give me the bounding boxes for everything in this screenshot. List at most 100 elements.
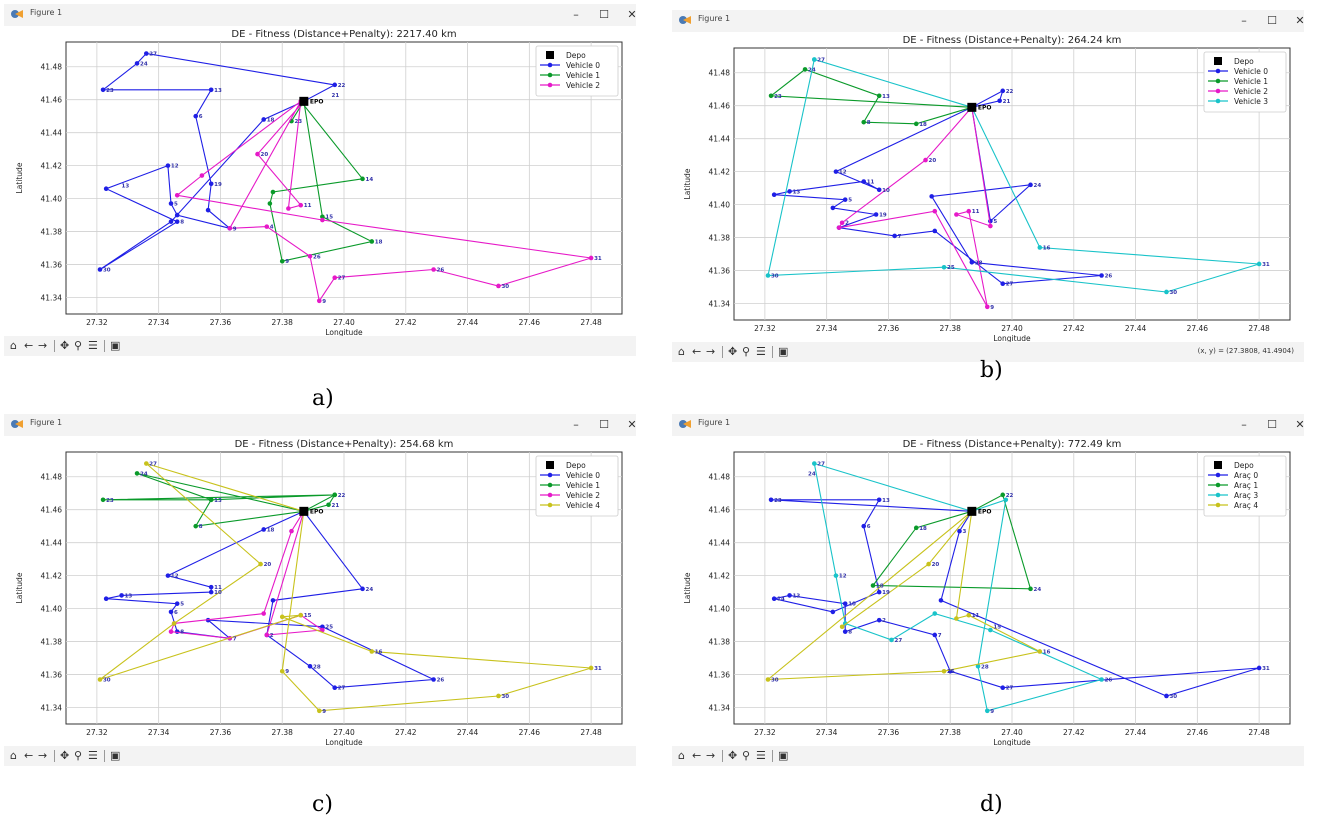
window-titlebar: Figure 1 – ☐ ✕: [4, 4, 637, 27]
minimize-button[interactable]: –: [573, 418, 579, 431]
data-point: [839, 624, 845, 630]
y-tick-label: 41.34: [709, 704, 731, 713]
data-point: [861, 523, 867, 529]
x-tick-label: 27.36: [210, 318, 232, 327]
x-tick-label: 27.40: [1001, 324, 1023, 333]
forward-icon[interactable]: →: [706, 345, 716, 358]
chart[interactable]: DE - Fitness (Distance+Penalty): 254.68 …: [4, 436, 636, 747]
point-label: 2: [882, 618, 886, 624]
point-label: 20: [264, 562, 272, 568]
pan-icon[interactable]: ✥: [728, 345, 738, 358]
y-tick-label: 41.38: [709, 234, 731, 243]
data-point: [1000, 685, 1006, 691]
data-point: [264, 632, 270, 638]
plot-area[interactable]: DE - Fitness (Distance+Penalty): 264.24 …: [672, 32, 1304, 343]
point-label: 8: [848, 630, 852, 636]
minimize-button[interactable]: –: [1241, 14, 1247, 27]
point-label: 6: [199, 114, 203, 120]
minimize-button[interactable]: –: [573, 8, 579, 21]
minimize-button[interactable]: –: [1241, 418, 1247, 431]
point-label: 20: [261, 152, 269, 158]
chart[interactable]: DE - Fitness (Distance+Penalty): 772.49 …: [672, 436, 1304, 747]
x-tick-label: 27.42: [395, 728, 417, 737]
y-tick-label: 41.40: [709, 201, 731, 210]
data-point: [279, 258, 285, 264]
maximize-button[interactable]: ☐: [1267, 14, 1277, 27]
maximize-button[interactable]: ☐: [1267, 418, 1277, 431]
home-icon[interactable]: ⌂: [10, 339, 17, 352]
configure-icon[interactable]: ☰: [88, 339, 98, 352]
forward-icon[interactable]: →: [38, 339, 48, 352]
back-icon[interactable]: ←: [24, 749, 34, 762]
home-icon[interactable]: ⌂: [678, 345, 685, 358]
data-point: [771, 192, 777, 198]
chart-title: DE - Fitness (Distance+Penalty): 264.24 …: [903, 35, 1122, 46]
point-label: 27: [1006, 686, 1014, 692]
home-icon[interactable]: ⌂: [10, 749, 17, 762]
x-tick-label: 27.46: [519, 728, 541, 737]
data-point: [255, 151, 260, 157]
close-button[interactable]: ✕: [1295, 14, 1305, 27]
home-icon[interactable]: ⌂: [678, 749, 685, 762]
data-point: [193, 113, 199, 119]
data-point: [876, 617, 882, 623]
data-point: [261, 117, 266, 122]
zoom-icon[interactable]: ⚲: [74, 339, 83, 352]
data-point: [369, 239, 375, 244]
back-icon[interactable]: ←: [692, 749, 702, 762]
close-button[interactable]: ✕: [627, 418, 637, 431]
point-label: 10: [848, 602, 856, 608]
maximize-button[interactable]: ☐: [599, 8, 609, 21]
pan-icon[interactable]: ✥: [60, 749, 70, 762]
save-icon[interactable]: ▣: [110, 339, 121, 352]
data-point: [208, 584, 214, 590]
data-point: [279, 668, 285, 674]
maximize-button[interactable]: ☐: [599, 418, 609, 431]
plot-area[interactable]: DE - Fitness (Distance+Penalty): 254.68 …: [4, 436, 636, 747]
y-tick-label: 41.44: [41, 539, 63, 548]
save-icon[interactable]: ▣: [778, 749, 789, 762]
data-point: [870, 583, 876, 588]
save-icon[interactable]: ▣: [110, 749, 121, 762]
toolbar-separator: [772, 750, 773, 762]
close-button[interactable]: ✕: [1295, 418, 1305, 431]
point-label: 8: [180, 220, 184, 226]
back-icon[interactable]: ←: [692, 345, 702, 358]
close-button[interactable]: ✕: [627, 8, 637, 21]
forward-icon[interactable]: →: [706, 749, 716, 762]
data-point: [168, 219, 174, 224]
point-label: 26: [437, 267, 445, 273]
pan-icon[interactable]: ✥: [60, 339, 70, 352]
y-tick-label: 41.48: [41, 473, 63, 482]
panel-label-d: d): [980, 792, 1003, 817]
data-point: [588, 665, 594, 671]
point-label: 23: [106, 498, 114, 504]
window-titlebar: Figure 1 – ☐ ✕: [4, 414, 637, 437]
x-tick-label: 27.32: [754, 324, 776, 333]
point-label: 24: [808, 471, 816, 477]
forward-icon[interactable]: →: [38, 749, 48, 762]
chart[interactable]: DE - Fitness (Distance+Penalty): 2217.40…: [4, 26, 636, 337]
point-label: 26: [437, 677, 445, 683]
configure-icon[interactable]: ☰: [756, 749, 766, 762]
pan-icon[interactable]: ✥: [728, 749, 738, 762]
save-icon[interactable]: ▣: [778, 345, 789, 358]
legend-marker: [1215, 502, 1221, 508]
chart[interactable]: DE - Fitness (Distance+Penalty): 264.24 …: [672, 32, 1304, 343]
configure-icon[interactable]: ☰: [756, 345, 766, 358]
point-label: 18: [876, 584, 884, 590]
zoom-icon[interactable]: ⚲: [742, 749, 751, 762]
point-label: 27: [895, 638, 903, 644]
point-label: 21: [332, 93, 340, 99]
zoom-icon[interactable]: ⚲: [74, 749, 83, 762]
zoom-icon[interactable]: ⚲: [742, 345, 751, 358]
data-point: [892, 233, 897, 239]
back-icon[interactable]: ←: [24, 339, 34, 352]
plot-area[interactable]: DE - Fitness (Distance+Penalty): 772.49 …: [672, 436, 1304, 747]
x-tick-label: 27.34: [148, 318, 170, 327]
series-line: [774, 89, 1102, 285]
configure-icon[interactable]: ☰: [88, 749, 98, 762]
plot-area[interactable]: DE - Fitness (Distance+Penalty): 2217.40…: [4, 26, 636, 337]
point-label: 6: [867, 524, 871, 530]
y-tick-label: 41.48: [709, 473, 731, 482]
